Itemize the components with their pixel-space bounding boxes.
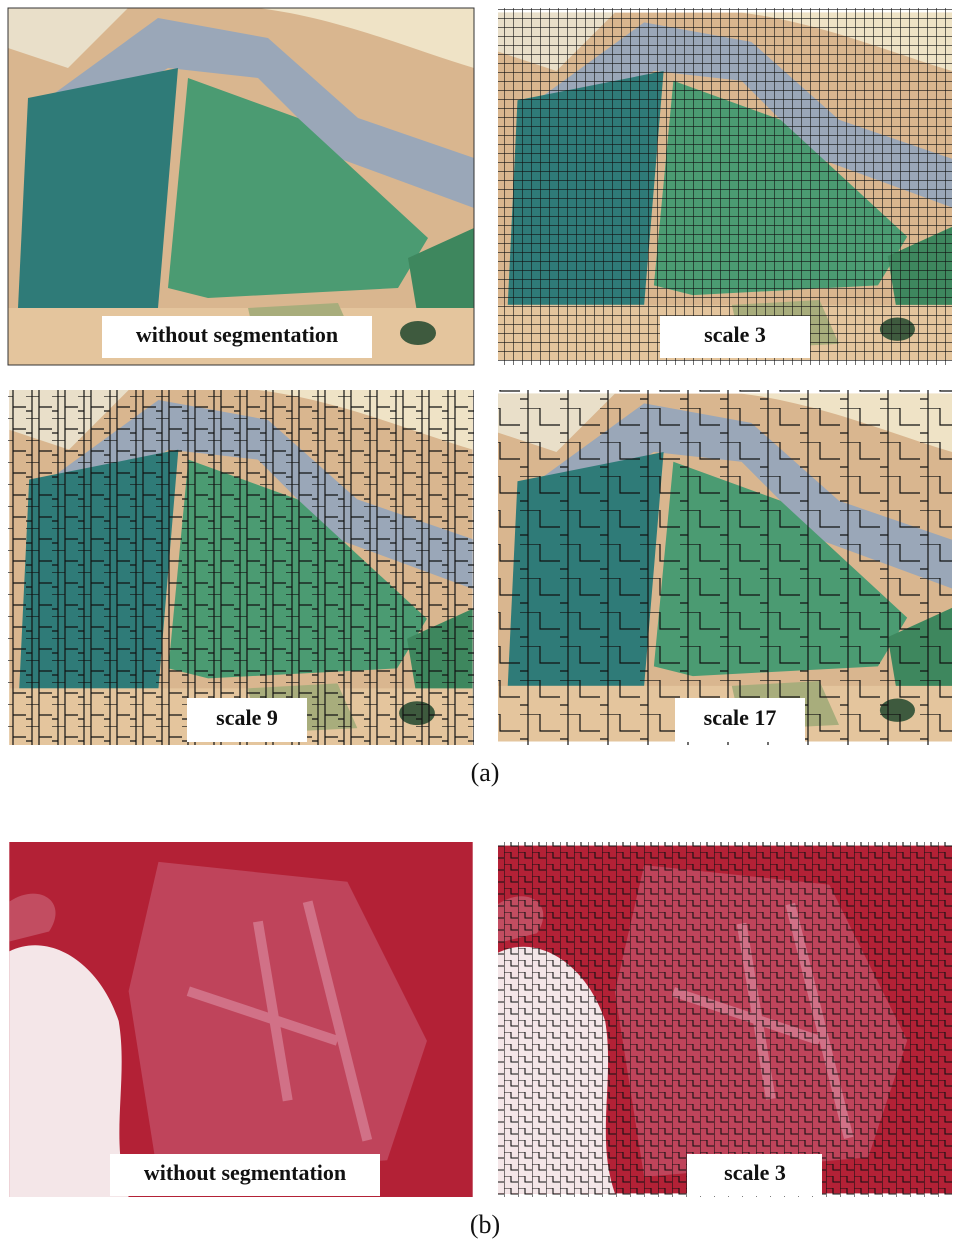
image-label: scale 3 — [704, 322, 766, 347]
image-label: scale 17 — [704, 705, 777, 730]
panel-b1: without segmentation — [9, 842, 472, 1197]
panel-a3: scale 9 — [8, 390, 474, 745]
panel-a1: without segmentation — [8, 8, 474, 365]
image-label: scale 9 — [216, 705, 278, 730]
image-label: without segmentation — [144, 1160, 346, 1185]
panel-b2: scale 3 — [498, 842, 952, 1197]
page: without segmentation scale 3 scale 9 sca… — [0, 0, 955, 1245]
panel-a2: scale 3 — [498, 8, 952, 365]
caption: (a) — [471, 758, 500, 787]
image-label: scale 3 — [724, 1160, 786, 1185]
panel-a4: scale 17 — [498, 390, 952, 745]
caption: (b) — [470, 1210, 500, 1239]
figure: without segmentation scale 3 scale 9 sca… — [0, 0, 955, 1245]
image-label: without segmentation — [136, 322, 338, 347]
